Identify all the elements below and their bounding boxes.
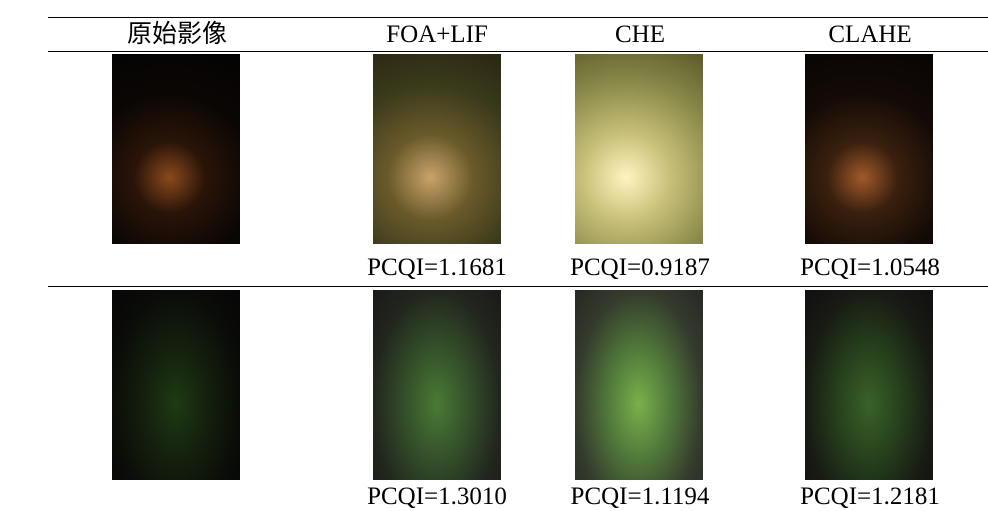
pcqi-score: PCQI=1.0548 [755, 253, 985, 283]
table-rule [48, 286, 988, 287]
table-rule [48, 17, 988, 18]
image-original [112, 290, 240, 480]
image-che [575, 54, 703, 244]
image-foa-lif [373, 290, 501, 480]
image-foa-lif [373, 54, 501, 244]
column-header: CLAHE [755, 20, 985, 50]
pcqi-score: PCQI=1.2181 [755, 482, 985, 511]
column-header: FOA+LIF [322, 20, 552, 50]
pcqi-score: PCQI=1.1681 [322, 253, 552, 283]
document-page: 原始影像 FOA+LIF CHE CLAHE PCQI=1.1681 PCQI=… [0, 0, 988, 511]
column-header: 原始影像 [62, 20, 292, 50]
pcqi-score: PCQI=0.9187 [525, 253, 755, 283]
table-rule [48, 51, 988, 52]
image-clahe [805, 54, 933, 244]
pcqi-score: PCQI=1.1194 [525, 482, 755, 511]
pcqi-score: PCQI=1.3010 [322, 482, 552, 511]
column-header: CHE [525, 20, 755, 50]
image-clahe [805, 290, 933, 480]
image-che [575, 290, 703, 480]
image-original [112, 54, 240, 244]
